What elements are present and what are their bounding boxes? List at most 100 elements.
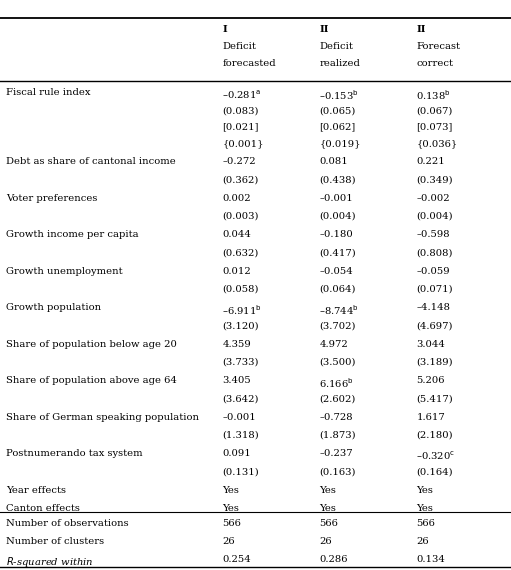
Text: 0.286: 0.286	[319, 555, 348, 564]
Text: 0.044: 0.044	[222, 230, 251, 239]
Text: Debt as share of cantonal income: Debt as share of cantonal income	[6, 157, 176, 166]
Text: (0.362): (0.362)	[222, 175, 259, 184]
Text: 0.254: 0.254	[222, 555, 251, 564]
Text: II: II	[319, 25, 329, 34]
Text: 0.091: 0.091	[222, 449, 251, 458]
Text: –0.001: –0.001	[319, 194, 353, 203]
Text: (0.163): (0.163)	[319, 467, 356, 476]
Text: 4.359: 4.359	[222, 340, 251, 349]
Text: –0.180: –0.180	[319, 230, 353, 239]
Text: (0.417): (0.417)	[319, 248, 356, 257]
Text: I: I	[222, 25, 227, 34]
Text: Share of German speaking population: Share of German speaking population	[6, 413, 199, 422]
Text: Share of population above age 64: Share of population above age 64	[6, 376, 177, 385]
Text: Deficit: Deficit	[222, 42, 256, 51]
Text: Yes: Yes	[319, 486, 336, 495]
Text: (0.003): (0.003)	[222, 211, 259, 221]
Text: Deficit: Deficit	[319, 42, 353, 51]
Text: 0.002: 0.002	[222, 194, 251, 203]
Text: realized: realized	[319, 59, 360, 68]
Text: (2.180): (2.180)	[416, 431, 453, 439]
Text: Growth income per capita: Growth income per capita	[6, 230, 139, 239]
Text: –0.728: –0.728	[319, 413, 353, 422]
Text: Yes: Yes	[416, 486, 433, 495]
Text: 566: 566	[222, 519, 241, 528]
Text: Postnumerando tax system: Postnumerando tax system	[6, 449, 143, 458]
Text: [0.073]: [0.073]	[416, 123, 453, 132]
Text: Number of clusters: Number of clusters	[6, 537, 104, 546]
Text: (0.004): (0.004)	[319, 211, 356, 221]
Text: (0.808): (0.808)	[416, 248, 453, 257]
Text: 566: 566	[416, 519, 435, 528]
Text: (5.417): (5.417)	[416, 394, 453, 403]
Text: 0.138$^{\mathrm{b}}$: 0.138$^{\mathrm{b}}$	[416, 88, 451, 102]
Text: (0.438): (0.438)	[319, 175, 356, 184]
Text: –0.054: –0.054	[319, 267, 353, 276]
Text: –0.272: –0.272	[222, 157, 256, 166]
Text: 5.206: 5.206	[416, 376, 445, 385]
Text: Forecast: Forecast	[416, 42, 460, 51]
Text: –8.744$^{\mathrm{b}}$: –8.744$^{\mathrm{b}}$	[319, 303, 359, 317]
Text: 3.044: 3.044	[416, 340, 446, 349]
Text: Growth population: Growth population	[6, 303, 101, 312]
Text: (0.064): (0.064)	[319, 284, 356, 294]
Text: Fiscal rule index: Fiscal rule index	[6, 88, 90, 97]
Text: (0.083): (0.083)	[222, 106, 259, 115]
Text: –0.598: –0.598	[416, 230, 450, 239]
Text: (0.058): (0.058)	[222, 284, 259, 294]
Text: 26: 26	[319, 537, 332, 546]
Text: (0.131): (0.131)	[222, 467, 259, 476]
Text: (0.067): (0.067)	[416, 106, 453, 115]
Text: (0.164): (0.164)	[416, 467, 453, 476]
Text: (1.318): (1.318)	[222, 431, 259, 439]
Text: –6.911$^{\mathrm{b}}$: –6.911$^{\mathrm{b}}$	[222, 303, 262, 317]
Text: –0.001: –0.001	[222, 413, 256, 422]
Text: (3.120): (3.120)	[222, 321, 259, 330]
Text: (3.500): (3.500)	[319, 357, 356, 367]
Text: Yes: Yes	[416, 504, 433, 512]
Text: 566: 566	[319, 519, 338, 528]
Text: Share of population below age 20: Share of population below age 20	[6, 340, 177, 349]
Text: (4.697): (4.697)	[416, 321, 453, 330]
Text: (0.349): (0.349)	[416, 175, 453, 184]
Text: (3.189): (3.189)	[416, 357, 453, 367]
Text: [0.062]: [0.062]	[319, 123, 356, 132]
Text: II: II	[416, 25, 426, 34]
Text: –0.237: –0.237	[319, 449, 353, 458]
Text: –0.281$^{\mathrm{a}}$: –0.281$^{\mathrm{a}}$	[222, 88, 262, 101]
Text: Growth unemployment: Growth unemployment	[6, 267, 123, 276]
Text: Yes: Yes	[319, 504, 336, 512]
Text: (0.632): (0.632)	[222, 248, 259, 257]
Text: 26: 26	[222, 537, 235, 546]
Text: 0.081: 0.081	[319, 157, 348, 166]
Text: 0.134: 0.134	[416, 555, 446, 564]
Text: (3.733): (3.733)	[222, 357, 259, 367]
Text: 0.012: 0.012	[222, 267, 251, 276]
Text: 4.972: 4.972	[319, 340, 348, 349]
Text: Voter preferences: Voter preferences	[6, 194, 98, 203]
Text: (2.602): (2.602)	[319, 394, 356, 403]
Text: (0.065): (0.065)	[319, 106, 356, 115]
Text: –0.320$^{\mathrm{c}}$: –0.320$^{\mathrm{c}}$	[416, 449, 456, 462]
Text: Yes: Yes	[222, 504, 239, 512]
Text: 26: 26	[416, 537, 429, 546]
Text: –0.059: –0.059	[416, 267, 450, 276]
Text: {0.036}: {0.036}	[416, 139, 458, 148]
Text: Canton effects: Canton effects	[6, 504, 80, 512]
Text: [0.021]: [0.021]	[222, 123, 259, 132]
Text: 1.617: 1.617	[416, 413, 445, 422]
Text: {0.001}: {0.001}	[222, 139, 264, 148]
Text: Year effects: Year effects	[6, 486, 66, 495]
Text: forecasted: forecasted	[222, 59, 276, 68]
Text: Number of observations: Number of observations	[6, 519, 129, 528]
Text: 6.166$^{\mathrm{b}}$: 6.166$^{\mathrm{b}}$	[319, 376, 354, 390]
Text: (0.071): (0.071)	[416, 284, 453, 294]
Text: –0.153$^{\mathrm{b}}$: –0.153$^{\mathrm{b}}$	[319, 88, 359, 102]
Text: (3.702): (3.702)	[319, 321, 356, 330]
Text: {0.019}: {0.019}	[319, 139, 361, 148]
Text: (1.873): (1.873)	[319, 431, 356, 439]
Text: (0.004): (0.004)	[416, 211, 453, 221]
Text: –0.002: –0.002	[416, 194, 450, 203]
Text: 3.405: 3.405	[222, 376, 251, 385]
Text: (3.642): (3.642)	[222, 394, 259, 403]
